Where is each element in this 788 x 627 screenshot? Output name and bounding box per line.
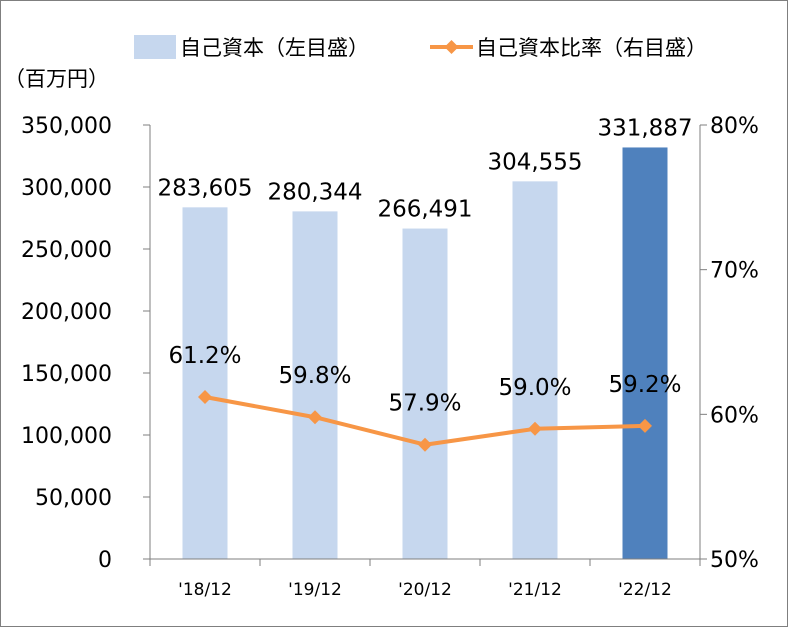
y-left-tick-label: 350,000 [21, 114, 112, 139]
bar [402, 228, 448, 560]
x-tick-label: '19/12 [288, 580, 342, 600]
ratio-point [418, 437, 432, 452]
y-left-tick-label: 200,000 [21, 300, 112, 325]
legend-line-marker [444, 40, 459, 54]
y-right-tick-label: 70% [710, 259, 759, 284]
ratio-point [198, 389, 212, 404]
ratio-value-label: 61.2% [168, 343, 241, 369]
bar-value-label: 280,344 [267, 179, 362, 205]
y-right-tick-label: 60% [710, 403, 759, 428]
ratio-value-label: 57.9% [388, 391, 461, 417]
legend: 自己資本（左目盛） 自己資本比率（右目盛） [134, 35, 707, 60]
ratio-value-label: 59.2% [608, 372, 681, 398]
y-right-tick-label: 80% [710, 114, 759, 139]
bar [292, 211, 338, 559]
bar-value-label: 304,555 [487, 149, 582, 175]
bar-value-label: 266,491 [377, 197, 472, 223]
y-left-tick-label: 50,000 [35, 486, 112, 511]
bar [512, 181, 558, 559]
y-left-unit-label: （百万円） [4, 67, 109, 91]
y-left-tick-label: 250,000 [21, 238, 112, 263]
x-tick-label: '18/12 [178, 580, 232, 600]
bar-value-label: 283,605 [157, 175, 252, 201]
legend-bar-swatch [134, 35, 176, 59]
legend-line-label: 自己資本比率（右目盛） [476, 36, 707, 60]
legend-bar-label: 自己資本（左目盛） [180, 36, 369, 60]
plot-area: 0 50,000 100,000 150,000 200,000 250,000 300,0… [21, 114, 759, 600]
ratio-point [528, 421, 542, 436]
ratio-value-label: 59.0% [498, 375, 571, 401]
bar [182, 207, 228, 559]
ratio-point [308, 410, 322, 425]
bar [622, 147, 668, 559]
ratio-point [638, 418, 652, 433]
y-left-tick-label: 100,000 [21, 424, 112, 449]
y-left-tick-label: 0 [98, 548, 112, 573]
ratio-value-label: 59.8% [278, 363, 351, 389]
bar-value-label: 331,887 [597, 115, 692, 141]
x-tick-label: '22/12 [618, 580, 672, 600]
y-left-tick-label: 150,000 [21, 362, 112, 387]
y-left-tick-label: 300,000 [21, 176, 112, 201]
x-tick-label: '20/12 [398, 580, 452, 600]
x-tick-label: '21/12 [508, 580, 562, 600]
y-right-tick-label: 50% [710, 548, 759, 573]
